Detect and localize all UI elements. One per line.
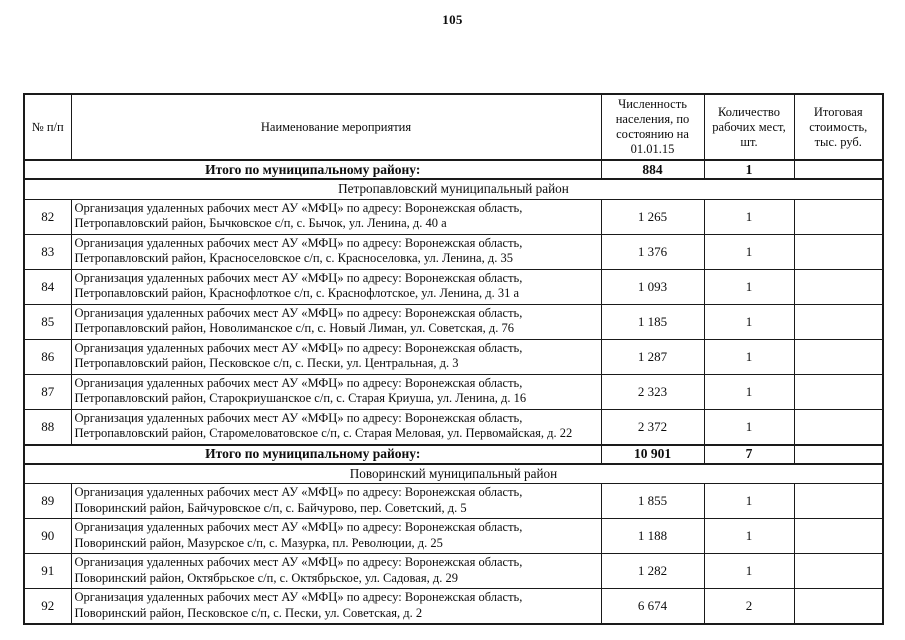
population-value: 1 265 [600,198,705,235]
cost-value [793,233,884,270]
table-row: 86 Организация удаленных рабочих мест АУ … [23,338,884,375]
measure-name: Организация удаленных рабочих мест АУ «М… [70,268,602,305]
cost-value [793,483,884,519]
measure-name: Организация удаленных рабочих мест АУ «М… [70,518,602,554]
workplaces-value: 1 [703,373,795,410]
population-value: 1 855 [600,483,705,519]
section-row: Поворинский муниципальный район [23,463,884,484]
measure-name: Организация удаленных рабочих мест АУ «М… [70,303,602,340]
workplaces-value: 2 [703,588,795,625]
population-value: 1 188 [600,518,705,554]
table-row: 84 Организация удаленных рабочих мест АУ … [23,268,884,305]
total-row: Итого по муниципальному району: 884 1 [23,159,884,180]
row-number: 89 [23,483,72,519]
page-number: 105 [442,12,463,27]
population-value: 1 376 [600,233,705,270]
row-number: 90 [23,518,72,554]
workplaces-value: 1 [703,483,795,519]
total-workplaces-value: 7 [703,443,795,465]
table-row: 88 Организация удаленных рабочих мест АУ … [23,408,884,445]
table-body: Итого по муниципальному району: 884 1 Петро… [23,159,884,625]
cost-value [793,518,884,554]
cost-value [793,408,884,445]
total-workplaces-value: 1 [703,159,795,180]
cost-value [793,373,884,410]
column-header-num: № п/п [23,93,72,161]
column-header-measure-name: Наименование мероприятия [70,93,602,161]
cost-value [793,553,884,589]
row-number: 83 [23,233,72,270]
column-header-workplaces: Количество рабочих мест, шт. [703,93,795,161]
total-population-value: 10 901 [600,443,705,465]
total-cost-value [793,443,884,465]
workplaces-value: 1 [703,268,795,305]
table-row: 91 Организация удаленных рабочих мест АУ … [23,553,884,589]
table-header: № п/п Наименование мероприятия Численнос… [23,93,884,161]
total-row-label: Итого по муниципальному району: [23,159,602,180]
section-title: Петропавловский муниципальный район [23,178,884,200]
table-row: 85 Организация удаленных рабочих мест АУ … [23,303,884,340]
section-row: Петропавловский муниципальный район [23,178,884,200]
measure-name: Организация удаленных рабочих мест АУ «М… [70,553,602,589]
table-row: 83 Организация удаленных рабочих мест АУ … [23,233,884,270]
cost-value [793,268,884,305]
population-value: 1 287 [600,338,705,375]
row-number: 86 [23,338,72,375]
row-number: 88 [23,408,72,445]
measure-name: Организация удаленных рабочих мест АУ «М… [70,338,602,375]
workplaces-value: 1 [703,198,795,235]
population-value: 1 185 [600,303,705,340]
population-value: 6 674 [600,588,705,625]
row-number: 85 [23,303,72,340]
workplaces-value: 1 [703,303,795,340]
measure-name: Организация удаленных рабочих мест АУ «М… [70,408,602,445]
population-value: 2 323 [600,373,705,410]
measure-name: Организация удаленных рабочих мест АУ «М… [70,198,602,235]
measures-table: № п/п Наименование мероприятия Численнос… [23,93,884,625]
measure-name: Организация удаленных рабочих мест АУ «М… [70,483,602,519]
table-row: 89 Организация удаленных рабочих мест АУ … [23,483,884,519]
row-number: 84 [23,268,72,305]
total-cost-value [793,159,884,180]
population-value: 1 093 [600,268,705,305]
cost-value [793,338,884,375]
row-number: 92 [23,588,72,625]
total-row: Итого по муниципальному району: 10 901 7 [23,443,884,465]
row-number: 91 [23,553,72,589]
column-header-population: Численность населения, по состоянию на 0… [600,93,705,161]
workplaces-value: 1 [703,338,795,375]
workplaces-value: 1 [703,408,795,445]
cost-value [793,303,884,340]
section-title: Поворинский муниципальный район [23,463,884,484]
cost-value [793,588,884,625]
workplaces-value: 1 [703,518,795,554]
column-header-total-cost: Итоговая стоимость, тыс. руб. [793,93,884,161]
cost-value [793,198,884,235]
table-row: 92 Организация удаленных рабочих мест АУ … [23,588,884,625]
table-row: 90 Организация удаленных рабочих мест АУ … [23,518,884,554]
measure-name: Организация удаленных рабочих мест АУ «М… [70,233,602,270]
table-row: 87 Организация удаленных рабочих мест АУ … [23,373,884,410]
population-value: 1 282 [600,553,705,589]
measure-name: Организация удаленных рабочих мест АУ «М… [70,373,602,410]
row-number: 87 [23,373,72,410]
workplaces-value: 1 [703,233,795,270]
table-row: 82 Организация удаленных рабочих мест АУ … [23,198,884,235]
measure-name: Организация удаленных рабочих мест АУ «М… [70,588,602,625]
population-value: 2 372 [600,408,705,445]
row-number: 82 [23,198,72,235]
workplaces-value: 1 [703,553,795,589]
total-row-label: Итого по муниципальному району: [23,443,602,465]
header-row: № п/п Наименование мероприятия Численнос… [23,93,884,161]
total-population-value: 884 [600,159,705,180]
